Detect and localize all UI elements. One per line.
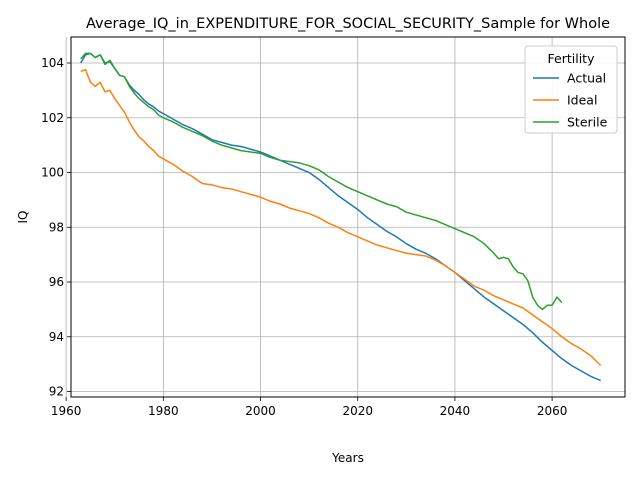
y-tick-label: 100 bbox=[41, 166, 64, 180]
y-tick-label: 96 bbox=[49, 275, 64, 289]
x-tick-label: 2020 bbox=[342, 404, 373, 418]
chart-title: Average_IQ_in_EXPENDITURE_FOR_SOCIAL_SEC… bbox=[86, 16, 610, 32]
x-tick-label: 2060 bbox=[537, 404, 568, 418]
x-tick-label: 1960 bbox=[51, 404, 82, 418]
plot-frame bbox=[70, 36, 626, 398]
axis-ticks: 1960 1980 2000 2020 2040 2060 92 94 96 98 100 102 10… bbox=[41, 56, 567, 418]
y-tick-label: 102 bbox=[41, 111, 64, 125]
x-tick-label: 2040 bbox=[440, 404, 471, 418]
y-tick-label: 94 bbox=[49, 330, 64, 344]
series-line-sterile bbox=[80, 52, 563, 311]
legend-box bbox=[524, 45, 618, 134]
legend-label-sterile: Sterile bbox=[567, 115, 608, 130]
legend: Fertility Actual Ideal Sterile bbox=[524, 45, 618, 134]
x-tick-label: 1980 bbox=[148, 404, 179, 418]
legend-title: Fertility bbox=[548, 51, 596, 66]
y-tick-label: 104 bbox=[41, 56, 64, 70]
series-line-actual bbox=[80, 52, 601, 382]
x-axis-label: Years bbox=[331, 451, 364, 465]
y-tick-label: 98 bbox=[49, 220, 64, 234]
y-tick-label: 92 bbox=[49, 385, 64, 399]
series-line-ideal bbox=[80, 69, 602, 367]
legend-items: Actual Ideal Sterile bbox=[533, 71, 608, 130]
x-tick-label: 2000 bbox=[245, 404, 276, 418]
legend-label-ideal: Ideal bbox=[567, 93, 597, 108]
series-lines bbox=[80, 52, 602, 382]
legend-label-actual: Actual bbox=[567, 71, 606, 86]
grid bbox=[65, 37, 625, 397]
y-axis-label: IQ bbox=[16, 211, 30, 224]
